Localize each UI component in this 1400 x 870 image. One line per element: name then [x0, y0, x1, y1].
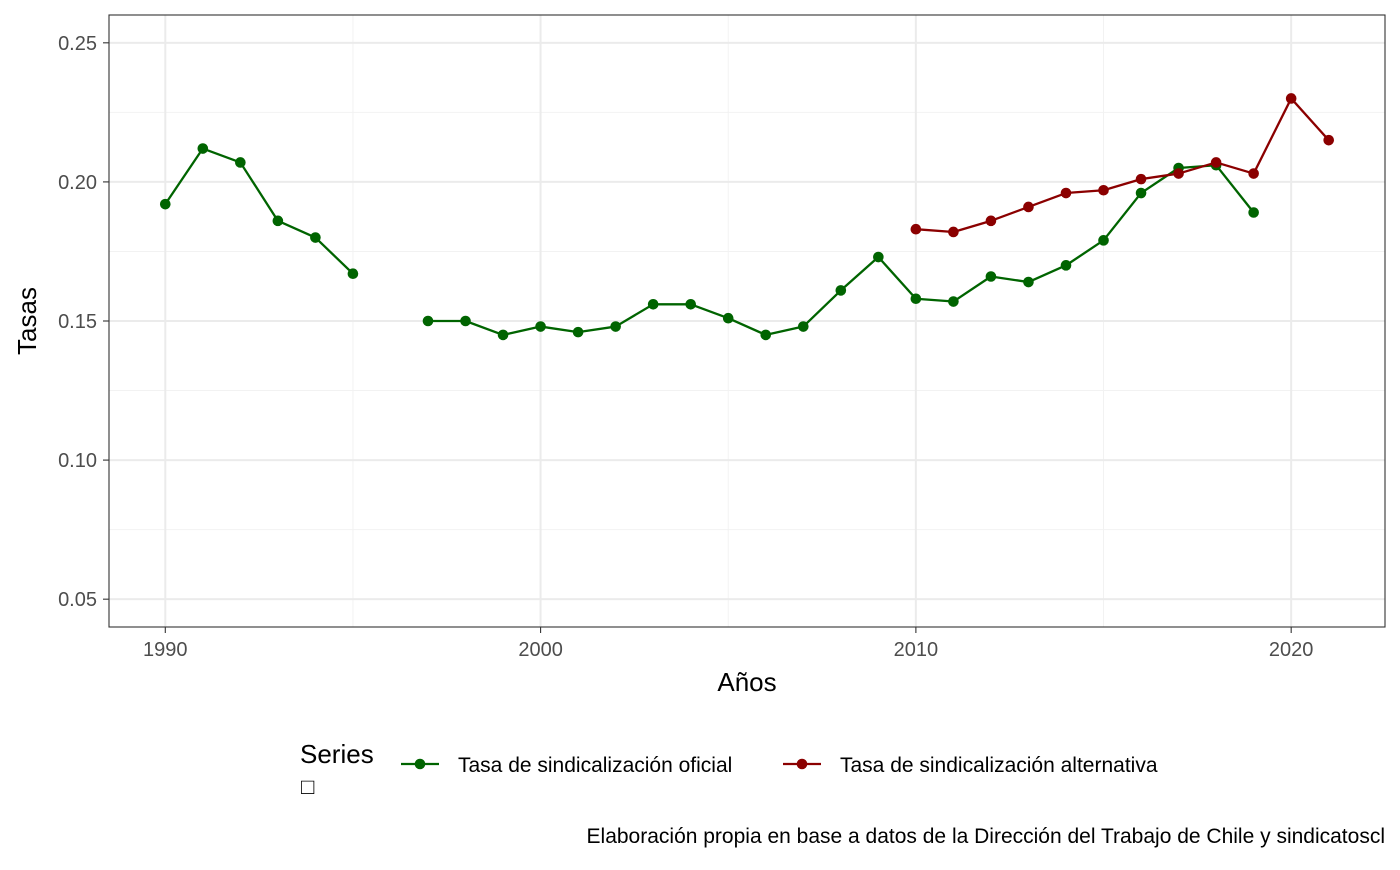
data-point [873, 251, 884, 263]
data-point [722, 312, 734, 324]
data-point [1060, 187, 1072, 199]
legend-items: Tasa de sindicalización oficial Tasa de s… [401, 754, 1158, 777]
data-point [272, 215, 284, 227]
data-point [1248, 207, 1259, 218]
data-point [1210, 157, 1222, 168]
data-point [760, 329, 772, 341]
x-axis: 1990 2000 2010 2020 [143, 627, 1313, 661]
series-2 [910, 93, 1335, 238]
data-point [1060, 260, 1072, 271]
data-point [910, 223, 922, 235]
chart-caption: Elaboración propia en base a datos de la… [587, 825, 1385, 848]
y-tick-label: 0.20 [58, 172, 97, 194]
data-point [1285, 93, 1297, 104]
data-point [1248, 168, 1259, 179]
legend-title: Series [300, 739, 374, 769]
data-point [460, 315, 471, 327]
series-1 [159, 143, 1259, 341]
x-tick-label: 2020 [1269, 639, 1314, 661]
series-line [164, 147, 354, 275]
legend-label: Tasa de sindicalización alternativa [840, 754, 1158, 777]
series-line [428, 164, 1255, 337]
data-point [1135, 187, 1147, 199]
legend: Series □ Tasa de sindicalización oficial… [300, 739, 1158, 799]
legend-key-point [414, 758, 426, 770]
data-point [985, 271, 997, 282]
data-point [685, 299, 697, 310]
data-point [1023, 276, 1034, 288]
data-point [1098, 184, 1109, 196]
gridlines [109, 15, 1385, 627]
data-point [1023, 201, 1034, 213]
data-point [1135, 173, 1147, 185]
series-line [915, 97, 1330, 234]
data-point [1098, 235, 1109, 246]
data-point [948, 296, 959, 307]
y-tick-label: 0.25 [58, 33, 97, 55]
data-point [1323, 134, 1335, 146]
data-point [535, 321, 546, 332]
data-point [910, 293, 922, 305]
data-point [647, 299, 659, 310]
x-axis-title: Años [717, 667, 776, 697]
y-tick-label: 0.10 [58, 450, 97, 472]
data-point [310, 232, 321, 243]
x-tick-label: 1990 [143, 639, 188, 661]
y-tick-label: 0.05 [58, 589, 97, 611]
data-point [197, 143, 209, 154]
legend-title-box-glyph: □ [301, 774, 314, 799]
data-point [572, 326, 584, 338]
data-point [497, 329, 509, 341]
y-axis-title: Tasas [12, 287, 42, 355]
x-tick-label: 2010 [894, 639, 939, 661]
data-point [948, 226, 959, 238]
data-point [235, 157, 246, 168]
y-axis: 0.05 0.10 0.15 0.20 0.25 [58, 33, 109, 611]
legend-label: Tasa de sindicalización oficial [458, 754, 732, 777]
data-point [159, 198, 171, 210]
legend-key-point [796, 758, 808, 770]
data-point [797, 321, 809, 332]
data-point [347, 268, 359, 280]
data-point [1173, 168, 1184, 179]
y-tick-label: 0.15 [58, 311, 97, 333]
data-point [985, 215, 997, 227]
data-point [610, 321, 621, 332]
series-group [159, 93, 1335, 341]
data-point [835, 285, 847, 296]
x-tick-label: 2000 [518, 639, 563, 661]
data-point [422, 315, 434, 327]
